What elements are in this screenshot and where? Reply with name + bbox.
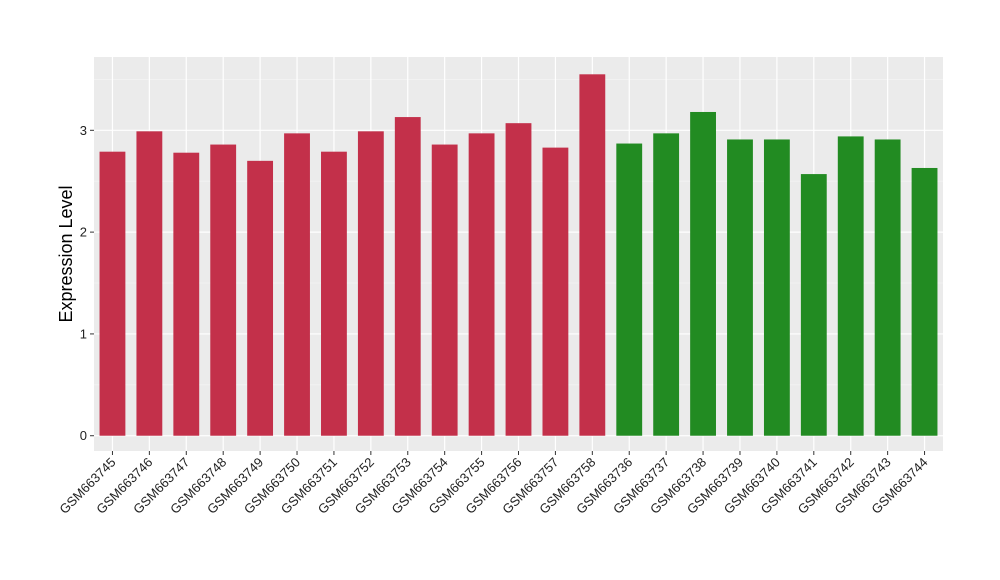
bar-GSM663748 bbox=[210, 144, 237, 436]
bar-GSM663746 bbox=[136, 131, 163, 436]
bar-GSM663742 bbox=[837, 136, 864, 436]
y-tick-label: 3 bbox=[80, 123, 87, 138]
bar-GSM663739 bbox=[727, 139, 753, 436]
bar-GSM663758 bbox=[579, 74, 606, 436]
bar-GSM663736 bbox=[616, 143, 643, 436]
bars bbox=[99, 74, 938, 436]
bar-GSM663747 bbox=[173, 152, 200, 436]
y-tick-label: 0 bbox=[80, 428, 87, 443]
bar-GSM663755 bbox=[468, 133, 495, 436]
bar-GSM663740 bbox=[763, 139, 790, 436]
x-axis: GSM663745GSM663746GSM663747GSM663748GSM6… bbox=[56, 451, 931, 517]
y-axis-title: Expression Level bbox=[56, 185, 76, 322]
bar-GSM663753 bbox=[394, 117, 421, 436]
bar-GSM663745 bbox=[99, 151, 126, 436]
bar-GSM663737 bbox=[653, 133, 680, 436]
bar-GSM663756 bbox=[505, 123, 532, 436]
bar-GSM663752 bbox=[357, 131, 384, 436]
bar-GSM663743 bbox=[874, 139, 901, 436]
bar-GSM663744 bbox=[911, 167, 938, 436]
bar-GSM663750 bbox=[284, 133, 310, 436]
bar-GSM663754 bbox=[431, 144, 458, 436]
bar-GSM663751 bbox=[321, 151, 347, 436]
bar-GSM663757 bbox=[542, 147, 569, 436]
bar-GSM663749 bbox=[247, 160, 274, 436]
y-axis: 0 1 2 3 bbox=[80, 123, 94, 443]
y-tick-label: 2 bbox=[80, 225, 87, 240]
bar-GSM663738 bbox=[690, 111, 716, 436]
bar-GSM663741 bbox=[800, 174, 827, 436]
y-tick-label: 1 bbox=[80, 326, 87, 341]
